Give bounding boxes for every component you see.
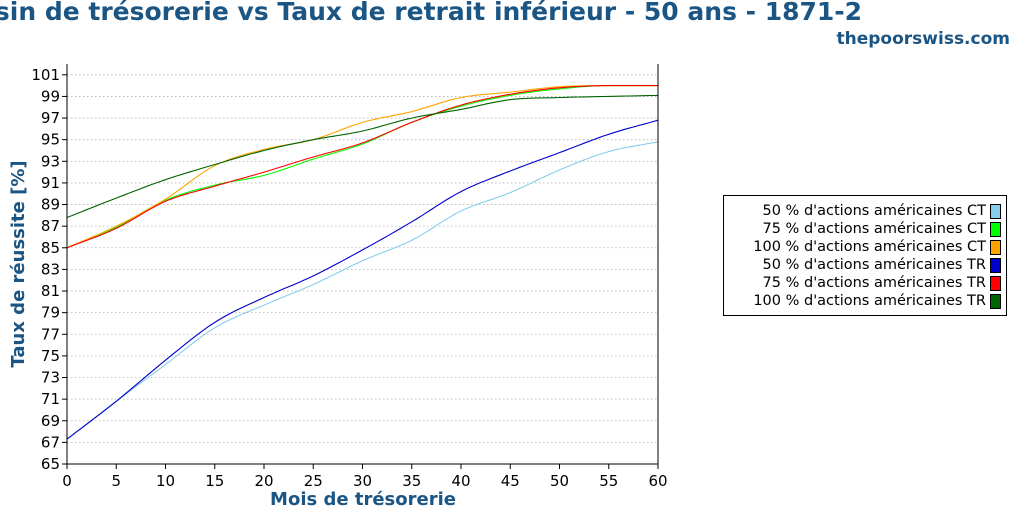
series-line-1: [66, 141, 659, 440]
series-line-3: [66, 85, 658, 249]
series-line-6: [66, 94, 659, 219]
x-axis-title: Mois de trésorerie: [270, 489, 456, 510]
y-tick-label: 99: [41, 87, 60, 105]
x-tick-label: 0: [62, 472, 72, 490]
grid-layer: [67, 74, 658, 465]
y-tick-label: 89: [41, 196, 60, 214]
series-line-4: [66, 119, 659, 440]
y-tick-label: 85: [41, 239, 60, 257]
legend-label: 50 % d'actions américaines TR: [762, 257, 986, 273]
x-tick-label: 60: [648, 472, 667, 490]
y-tick-label: 101: [31, 66, 60, 84]
series-line-5: [66, 85, 658, 249]
x-tick-label: 45: [501, 472, 520, 490]
x-tick-label: 35: [402, 472, 421, 490]
x-tick-label: 10: [156, 472, 175, 490]
y-tick-label: 69: [41, 412, 60, 430]
y-tick-label: 97: [41, 109, 60, 127]
x-tick-label: 20: [254, 472, 273, 490]
y-axis-title: Taux de réussite [%]: [8, 160, 29, 367]
legend-label: 50 % d'actions américaines CT: [762, 203, 987, 219]
x-tick-label: 40: [451, 472, 470, 490]
y-tick-label: 87: [41, 217, 60, 235]
y-tick-label: 77: [41, 325, 60, 343]
y-tick-label: 67: [41, 433, 60, 451]
y-tick-label: 93: [41, 152, 60, 170]
legend-label: 75 % d'actions américaines TR: [762, 275, 986, 291]
legend-swatch: [990, 204, 1001, 219]
legend-item: 50 % d'actions américaines TR: [724, 256, 1006, 274]
y-tick-label: 73: [41, 369, 60, 387]
chart-title: ssin de trésorerie vs Taux de retrait in…: [0, 0, 863, 26]
legend-label: 100 % d'actions américaines CT: [753, 239, 986, 255]
x-tick-label: 55: [599, 472, 618, 490]
y-tick-label: 79: [41, 304, 60, 322]
y-tick-label: 75: [41, 347, 60, 365]
legend-label: 75 % d'actions américaines CT: [762, 221, 987, 237]
chart-legend: 50 % d'actions américaines CT 75 % d'acti…: [723, 195, 1007, 316]
series-line-2: [66, 85, 658, 249]
legend-swatch: [990, 222, 1001, 237]
legend-item: 100 % d'actions américaines TR: [724, 292, 1006, 310]
ticks-layer: 6567697173757779818385878991939597991010…: [31, 66, 667, 490]
legend-swatch: [990, 258, 1001, 273]
series-layer: [66, 85, 659, 440]
axes-layer: [66, 64, 659, 465]
x-tick-label: 30: [353, 472, 372, 490]
legend-label: 100 % d'actions américaines TR: [753, 293, 986, 309]
x-tick-label: 50: [550, 472, 569, 490]
legend-item: 75 % d'actions américaines TR: [724, 274, 1006, 292]
legend-item: 100 % d'actions américaines CT: [724, 238, 1006, 256]
legend-swatch: [990, 276, 1001, 291]
x-tick-label: 5: [111, 472, 121, 490]
y-tick-label: 81: [41, 282, 60, 300]
legend-swatch: [990, 240, 1001, 255]
x-tick-label: 25: [304, 472, 323, 490]
source-label: thepoorswiss.com: [836, 29, 1011, 49]
y-tick-label: 71: [41, 390, 60, 408]
legend-item: 75 % d'actions américaines CT: [724, 220, 1006, 238]
y-tick-label: 65: [41, 455, 60, 473]
y-tick-label: 91: [41, 174, 60, 192]
y-tick-label: 83: [41, 260, 60, 278]
y-tick-label: 95: [41, 131, 60, 149]
x-tick-label: 15: [205, 472, 224, 490]
legend-item: 50 % d'actions américaines CT: [724, 202, 1006, 220]
legend-swatch: [990, 294, 1001, 309]
